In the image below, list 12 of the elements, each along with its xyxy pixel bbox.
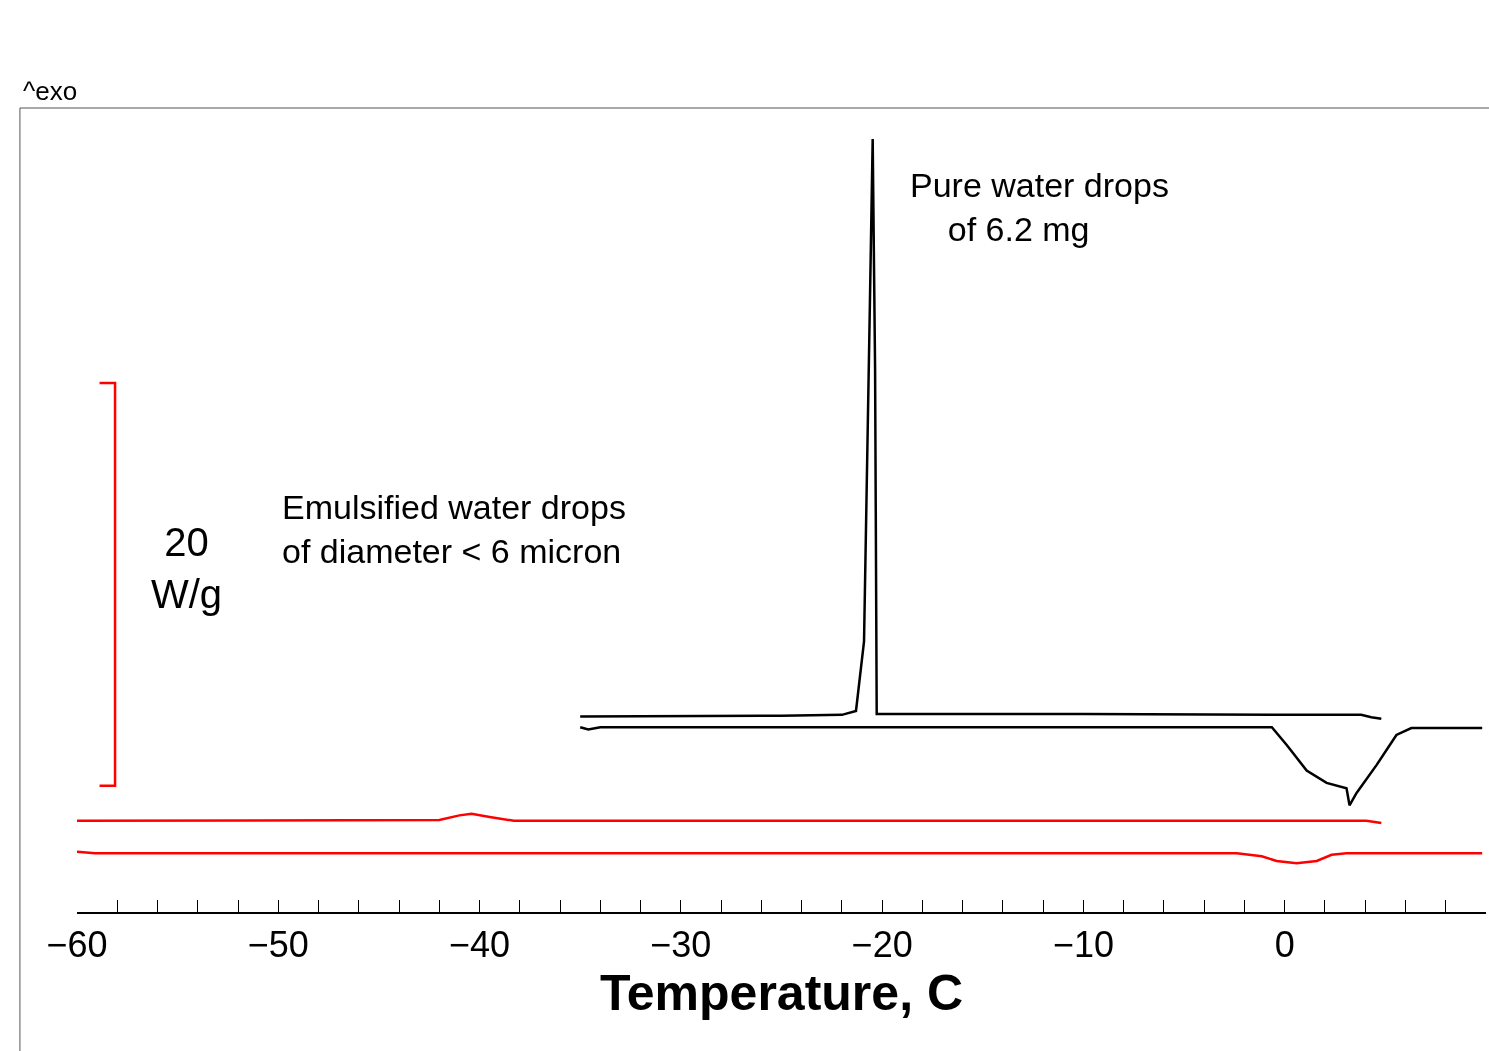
text: ^exo: [23, 76, 78, 106]
x-tick-label: −60: [46, 923, 108, 965]
annotation: Pure water drops of 6.2 mg: [910, 166, 1169, 249]
x-tick-label: −10: [1052, 923, 1114, 965]
x-tick-label: −20: [851, 923, 913, 965]
annotation: 20 W/g: [151, 520, 223, 616]
x-tick-label: −40: [449, 923, 511, 965]
x-tick-label: −30: [650, 923, 712, 965]
x-tick-label: 0: [1274, 923, 1295, 965]
x-tick-label: −50: [247, 923, 309, 965]
x-axis-title: Temperature, C: [599, 964, 964, 1021]
annotation: Emulsified water drops of diameter < 6 micron: [282, 488, 626, 571]
